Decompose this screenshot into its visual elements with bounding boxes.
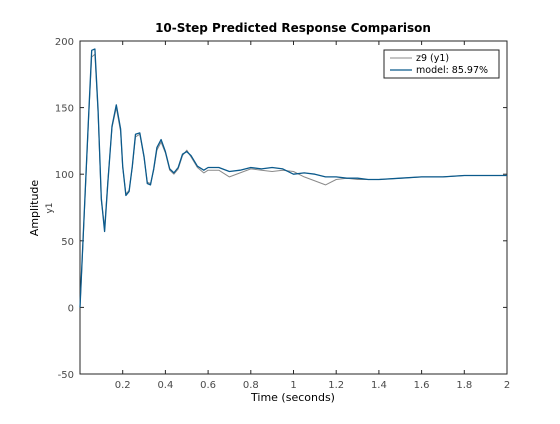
x-tick-label: 0.4 (157, 380, 173, 391)
legend-label-model: model: 85.97% (416, 65, 488, 76)
y-tick-label: 200 (55, 37, 74, 48)
series-line-model (79, 48, 507, 308)
y-tick-label: 50 (61, 237, 74, 248)
y-tick-label: 0 (68, 303, 74, 314)
x-tick-label: 0.8 (243, 380, 259, 391)
chart-title: 10-Step Predicted Response Comparison (155, 21, 431, 35)
x-tick-label: 1.2 (328, 380, 344, 391)
y-tick-label: 100 (55, 170, 74, 181)
legend-label-z9: z9 (y1) (416, 53, 449, 64)
y-axis-label: Amplitude (28, 180, 41, 237)
axis-ticks: 0.2 0.4 0.6 0.8 1 1.2 1.4 1.6 1.8 2 -50 0 50 100 150 20… (55, 37, 510, 391)
x-tick-label: 1 (290, 380, 296, 391)
y-tick-label: 150 (55, 104, 74, 115)
x-tick-label: 1.6 (414, 380, 430, 391)
x-axis-label: Time (seconds) (250, 391, 335, 404)
x-tick-label: 0.6 (200, 380, 216, 391)
x-tick-label: 1.8 (456, 380, 472, 391)
legend: z9 (y1) model: 85.97% (383, 49, 500, 79)
x-tick-label: 1.4 (371, 380, 387, 391)
x-tick-label: 0.2 (115, 380, 131, 391)
x-tick-label: 2 (504, 380, 510, 391)
legend-box (383, 49, 500, 79)
y-axis-sublabel: y1 (45, 202, 55, 213)
series-lines (79, 48, 507, 308)
plot-area (79, 40, 508, 375)
y-tick-label: -50 (58, 370, 74, 381)
